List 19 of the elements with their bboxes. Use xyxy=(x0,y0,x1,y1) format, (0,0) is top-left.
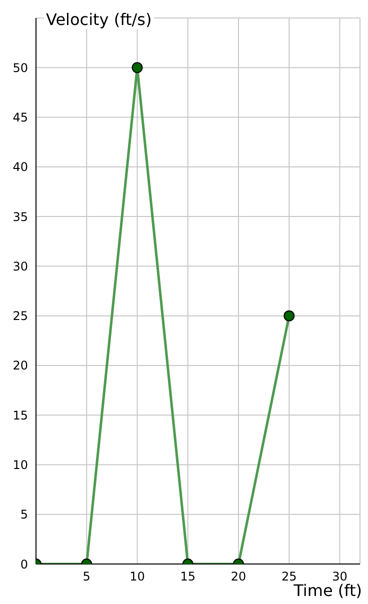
x-tick-label: 15 xyxy=(180,570,196,584)
x-tick-label: 20 xyxy=(230,570,246,584)
y-tick-label: 15 xyxy=(12,408,28,422)
y-tick-label: 50 xyxy=(12,60,28,75)
x-axis-title: Time (ft) xyxy=(292,581,364,600)
y-tick-label: 30 xyxy=(12,259,28,274)
x-tick-label: 25 xyxy=(281,570,297,584)
y-tick-label: 25 xyxy=(12,309,28,324)
y-tick-label: 10 xyxy=(12,458,28,472)
y-tick-label: 20 xyxy=(12,358,28,373)
y-tick-label: 0 xyxy=(20,557,28,572)
y-tick-label: 45 xyxy=(12,110,28,125)
x-tick-label: 5 xyxy=(82,570,90,584)
y-axis-title: Velocity (ft/s) xyxy=(44,10,154,29)
y-tick-label: 40 xyxy=(12,160,28,174)
y-tick-label: 35 xyxy=(12,210,28,224)
x-tick-label: 30 xyxy=(332,570,348,584)
x-tick-label: 10 xyxy=(130,570,145,584)
y-tick-label: 5 xyxy=(20,508,28,522)
